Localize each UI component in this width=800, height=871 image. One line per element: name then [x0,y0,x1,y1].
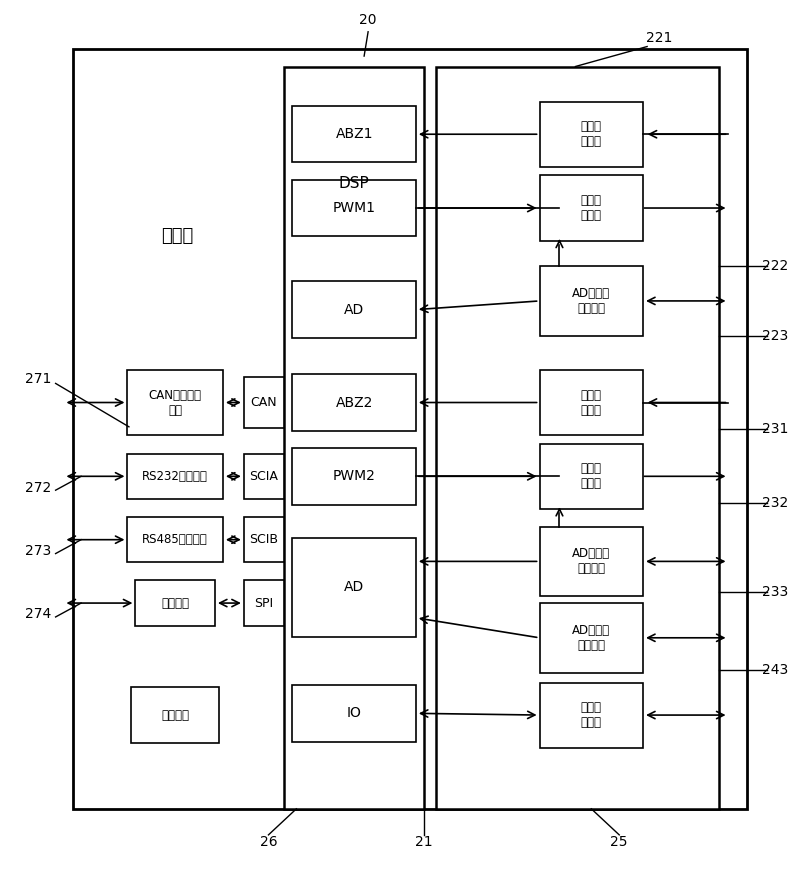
Text: 231: 231 [762,422,788,436]
Text: 26: 26 [260,834,278,849]
Bar [135,580,215,625]
Bar [292,448,416,504]
Text: AD运放与
比较电路: AD运放与 比较电路 [572,287,610,315]
Text: 输入缓
冲电路: 输入缓 冲电路 [581,120,602,148]
Text: 233: 233 [762,584,788,598]
Bar [436,66,719,809]
Bar [539,603,643,672]
Text: 222: 222 [762,260,788,273]
Bar [131,687,219,743]
Text: AD: AD [344,580,364,594]
Text: IO: IO [346,706,362,720]
Bar [292,685,416,741]
Text: 223: 223 [762,328,788,342]
Text: 输出缓
冲电路: 输出缓 冲电路 [581,463,602,490]
Text: AD: AD [344,302,364,316]
Text: PWM2: PWM2 [333,469,375,483]
Bar [292,106,416,163]
Text: SCIA: SCIA [250,469,278,483]
Bar [292,375,416,431]
Text: 273: 273 [25,544,51,558]
Bar [539,443,643,509]
Text: 输出缓
冲电路: 输出缓 冲电路 [581,194,602,222]
Bar [539,267,643,335]
Text: SCIB: SCIB [249,533,278,546]
Text: 274: 274 [25,607,51,621]
Text: 电源电路: 电源电路 [161,709,189,721]
Text: SPI: SPI [254,597,274,610]
Text: 20: 20 [359,13,377,28]
Text: RS232通讯电路: RS232通讯电路 [142,469,208,483]
Text: 光耦合
器电路: 光耦合 器电路 [581,701,602,729]
Text: CAN总线通讯
电路: CAN总线通讯 电路 [149,388,202,416]
Text: 21: 21 [415,834,433,849]
Bar [127,454,223,499]
Bar [244,580,284,625]
Bar [539,370,643,436]
Bar [244,377,284,428]
Bar [539,683,643,747]
Text: 控制板: 控制板 [161,226,193,245]
Text: PWM1: PWM1 [333,201,376,215]
Bar [285,66,424,809]
Text: 232: 232 [762,496,788,510]
Text: CAN: CAN [250,396,277,409]
Text: 输入缓
冲电路: 输入缓 冲电路 [581,388,602,416]
Bar [244,454,284,499]
Bar [292,179,416,236]
Text: DSP: DSP [338,176,370,192]
Text: 221: 221 [646,30,672,44]
Bar [292,281,416,338]
Bar [292,537,416,638]
Bar [73,49,746,809]
Text: AD运放与
比较电路: AD运放与 比较电路 [572,624,610,652]
Text: ABZ1: ABZ1 [335,127,373,141]
Text: RS485通讯电路: RS485通讯电路 [142,533,208,546]
Bar [539,102,643,166]
Bar [127,517,223,563]
Text: AD运放与
比较电路: AD运放与 比较电路 [572,547,610,576]
Bar [539,527,643,596]
Text: 272: 272 [25,481,51,495]
Text: ABZ2: ABZ2 [335,395,373,409]
Text: 存储电路: 存储电路 [161,597,189,610]
Text: 25: 25 [610,834,628,849]
Bar [244,517,284,563]
Text: 243: 243 [762,663,788,677]
Bar [127,370,223,436]
Text: 271: 271 [25,372,51,386]
Bar [539,175,643,240]
